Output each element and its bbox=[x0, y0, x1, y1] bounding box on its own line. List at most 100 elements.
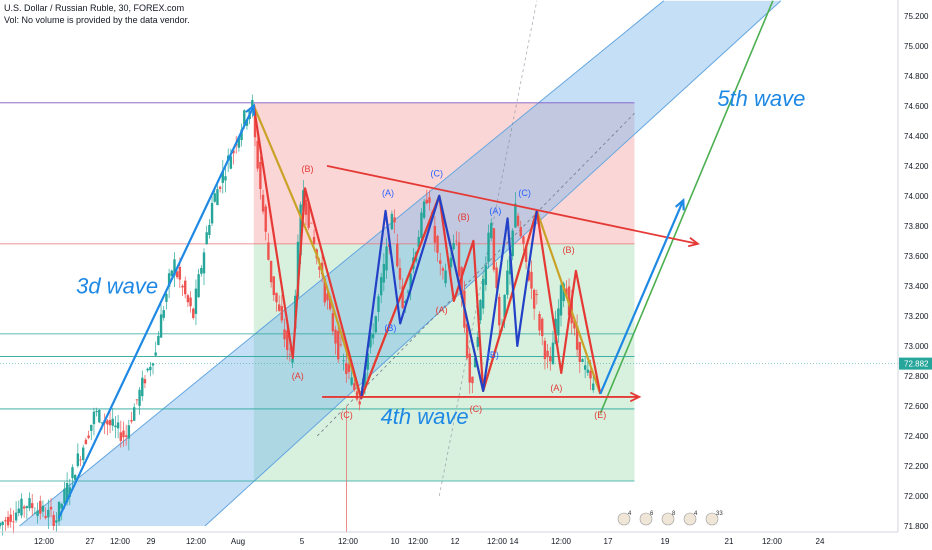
wave-label: (B) bbox=[563, 245, 575, 255]
candle-body bbox=[175, 271, 179, 278]
candle-body bbox=[439, 260, 442, 264]
candle-body bbox=[490, 222, 493, 239]
wave-label: (E) bbox=[594, 410, 606, 420]
candle-body bbox=[170, 270, 173, 276]
fifth-wave-arrow bbox=[599, 199, 685, 395]
wave-label: (C) bbox=[518, 188, 531, 198]
third-wave-arrow bbox=[57, 105, 255, 519]
event-flag-icon[interactable] bbox=[617, 512, 631, 526]
candle-body bbox=[350, 377, 353, 385]
candle-body bbox=[197, 274, 200, 298]
candle-body bbox=[581, 359, 584, 363]
candle-body bbox=[186, 295, 190, 303]
price-tick-label: 72.600 bbox=[904, 402, 929, 411]
candle-body bbox=[87, 435, 90, 438]
candle-body bbox=[269, 260, 273, 283]
candle-body bbox=[398, 267, 402, 280]
price-axis-panel bbox=[898, 0, 932, 550]
candle-body bbox=[44, 516, 47, 518]
candle-body bbox=[9, 514, 12, 522]
candle-body bbox=[347, 364, 351, 373]
candle-body bbox=[535, 294, 539, 296]
candle-body bbox=[318, 266, 321, 270]
candle-body bbox=[455, 240, 458, 242]
event-flag-icon[interactable] bbox=[639, 512, 653, 526]
time-tick-label: Aug bbox=[231, 537, 245, 546]
candle-body bbox=[425, 199, 428, 204]
time-tick-label: 10 bbox=[391, 537, 400, 546]
wave-label: (A) bbox=[436, 305, 448, 315]
candle-body bbox=[95, 410, 98, 413]
candle-body bbox=[484, 265, 488, 285]
time-tick-label: 12:00 bbox=[110, 537, 131, 546]
candle-body bbox=[527, 270, 530, 281]
candle-body bbox=[210, 202, 214, 224]
price-tick-label: 73.000 bbox=[904, 342, 929, 351]
time-tick-label: 12:00 bbox=[551, 537, 572, 546]
candle-body bbox=[165, 293, 168, 302]
wave-label: (A) bbox=[550, 383, 562, 393]
candle-body bbox=[20, 498, 23, 516]
candle-body bbox=[218, 186, 222, 189]
time-tick-label: 5 bbox=[300, 537, 305, 546]
candle-body bbox=[192, 308, 195, 318]
candle-body bbox=[422, 201, 426, 218]
candle-body bbox=[296, 241, 300, 298]
fifth-wave-green-line bbox=[599, 0, 774, 414]
candle-body bbox=[355, 391, 359, 400]
candle-body bbox=[328, 296, 332, 310]
last-price-label: 72.882 bbox=[904, 360, 929, 369]
candle-body bbox=[358, 401, 361, 405]
candle-body bbox=[133, 407, 136, 421]
time-tick-label: 17 bbox=[604, 537, 613, 546]
candle-body bbox=[476, 336, 479, 347]
candle-body bbox=[253, 109, 257, 138]
candle-body bbox=[342, 360, 345, 362]
candle-body bbox=[549, 356, 552, 362]
candle-body bbox=[530, 271, 533, 289]
candle-body bbox=[159, 314, 163, 338]
time-tick-label: 12:00 bbox=[186, 537, 207, 546]
candle-body bbox=[82, 447, 85, 461]
price-tick-label: 74.600 bbox=[904, 102, 929, 111]
candle-body bbox=[562, 283, 565, 302]
candle-body bbox=[379, 277, 383, 296]
candle-body bbox=[63, 488, 66, 504]
event-flag-icon[interactable] bbox=[661, 512, 675, 526]
candle-body bbox=[363, 372, 367, 388]
price-tick-label: 73.600 bbox=[904, 252, 929, 261]
event-flag-icon[interactable] bbox=[683, 512, 697, 526]
wave-label: (B) bbox=[487, 350, 499, 360]
candle-body bbox=[495, 267, 498, 289]
candle-body bbox=[73, 474, 77, 480]
candle-body bbox=[433, 225, 437, 243]
candle-body bbox=[25, 506, 29, 509]
candle-body bbox=[157, 335, 160, 345]
wave-label: (C) bbox=[431, 168, 444, 178]
candle-body bbox=[541, 318, 544, 337]
event-count: 6 bbox=[650, 511, 654, 517]
candle-body bbox=[124, 435, 128, 437]
candle-body bbox=[382, 263, 386, 283]
candle-body bbox=[396, 243, 399, 267]
candle-body bbox=[310, 222, 313, 224]
candle-body bbox=[401, 286, 404, 308]
price-tick-label: 73.400 bbox=[904, 282, 929, 291]
wave-annotation: 3d wave bbox=[76, 273, 158, 298]
candle-body bbox=[259, 161, 262, 190]
candle-body bbox=[503, 294, 506, 318]
wave-label: (A) bbox=[382, 188, 394, 198]
candle-body bbox=[173, 259, 176, 276]
time-tick-label: 12:00 bbox=[34, 537, 55, 546]
candle-body bbox=[39, 500, 42, 514]
candle-body bbox=[312, 236, 316, 244]
last-price-badge bbox=[899, 357, 932, 370]
candle-body bbox=[12, 521, 15, 523]
time-tick-label: 12:00 bbox=[762, 537, 783, 546]
volume-note: Vol: No volume is provided by the data v… bbox=[4, 15, 190, 25]
time-tick-label: 12 bbox=[451, 537, 460, 546]
candle-body bbox=[326, 293, 329, 301]
event-flag-icon[interactable] bbox=[705, 512, 719, 526]
